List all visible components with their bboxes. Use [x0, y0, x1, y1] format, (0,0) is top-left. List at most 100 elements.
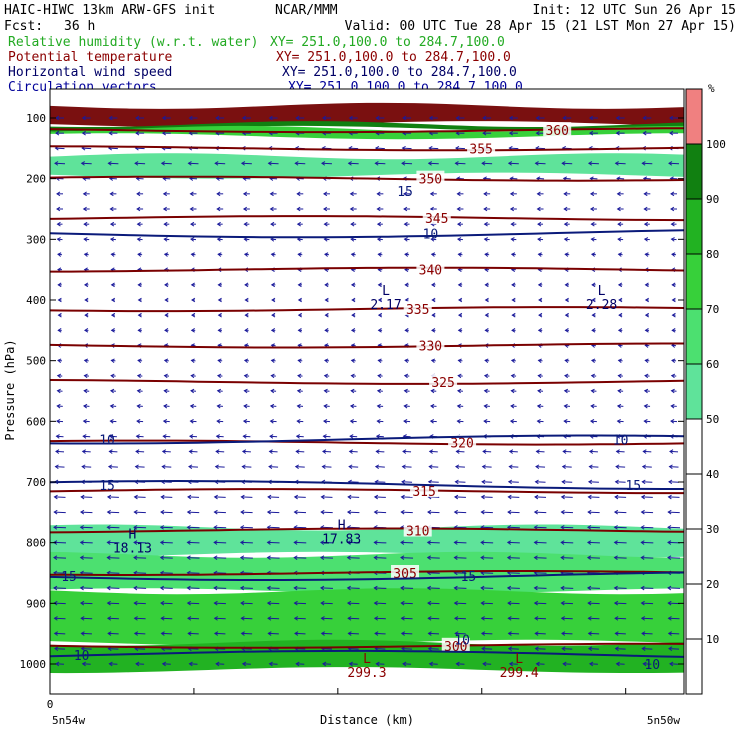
circulation-vector-head	[536, 191, 541, 197]
circulation-vector-head	[82, 419, 88, 424]
circulation-vector	[294, 496, 306, 498]
theta-label: 310	[406, 525, 429, 540]
circulation-vector-head	[106, 616, 112, 621]
circulation-vector-head	[640, 600, 645, 606]
theta-label-bg	[441, 637, 470, 652]
extremum-symbol: L	[515, 652, 523, 667]
circulation-vector-head	[400, 540, 405, 545]
circulation-vector	[588, 481, 599, 483]
circulation-vector	[454, 572, 467, 574]
circulation-vector	[214, 511, 226, 514]
circulation-vector-head	[83, 388, 88, 394]
circulation-vector	[134, 587, 147, 589]
circulation-vector	[347, 541, 360, 544]
circulation-vector-head	[80, 646, 85, 652]
circulation-vector	[188, 648, 199, 650]
circulation-vector-head	[641, 464, 647, 470]
circulation-vector-head	[190, 373, 195, 379]
circulation-vector-head	[159, 525, 165, 530]
circulation-vector-head	[346, 600, 352, 606]
circulation-vector-head	[507, 494, 512, 500]
circulation-vector-head	[427, 631, 432, 636]
circulation-vector-head	[616, 191, 621, 197]
circulation-vector	[82, 450, 91, 453]
circulation-vector-head	[668, 646, 673, 652]
circulation-vector-head	[401, 479, 406, 485]
circulation-vector-head	[162, 191, 168, 197]
circulation-vector	[401, 617, 413, 620]
circulation-vector-head	[110, 328, 115, 333]
circulation-vector	[54, 632, 66, 635]
circulation-vector	[80, 587, 93, 589]
circulation-vector	[267, 557, 280, 559]
circulation-vector	[54, 162, 66, 165]
circulation-vector-head	[189, 206, 194, 212]
circulation-vector	[614, 557, 627, 559]
circulation-vector	[80, 572, 93, 574]
circulation-vector-head	[617, 358, 622, 364]
circulation-vector	[348, 617, 360, 620]
circulation-vector-head	[615, 661, 620, 667]
circulation-vector-head	[269, 191, 274, 197]
circulation-vector-head	[482, 115, 487, 121]
circulation-vector-head	[213, 525, 218, 530]
extremum-symbol: L	[598, 284, 606, 299]
colorbar-tick-label: 100	[706, 138, 726, 151]
circulation-vector-head	[669, 661, 674, 667]
circulation-vector-head	[535, 449, 540, 454]
circulation-vector-head	[81, 449, 87, 454]
circulation-vector	[350, 420, 357, 423]
circulation-vector	[642, 648, 653, 650]
circulation-vector-head	[506, 585, 512, 591]
circulation-vector-head	[350, 328, 356, 333]
circulation-vector-head	[133, 616, 138, 621]
circulation-vector	[667, 526, 681, 529]
circulation-vector	[481, 572, 494, 574]
circulation-vector-head	[400, 555, 405, 560]
circulation-vector	[508, 496, 520, 498]
circulation-vector-head	[297, 373, 302, 379]
field-name: Horizontal wind speed	[8, 65, 172, 80]
circulation-vector-head	[190, 358, 195, 364]
circulation-vector-head	[484, 312, 489, 318]
circulation-vector-head	[458, 312, 463, 318]
circulation-vector-head	[84, 328, 89, 333]
circulation-vector-head	[587, 631, 592, 636]
circulation-vector	[240, 587, 253, 589]
circulation-vector-head	[643, 206, 648, 212]
circulation-vector-head	[320, 494, 325, 500]
x-endpoint-right: 5n50w	[647, 714, 680, 727]
circulation-vector	[614, 511, 627, 514]
wind-label: 10	[644, 658, 660, 673]
circulation-vector	[294, 557, 307, 559]
circulation-vector-head	[323, 388, 328, 394]
circulation-vector-head	[377, 297, 383, 303]
circulation-vector	[135, 162, 146, 165]
circulation-vector-head	[240, 616, 245, 621]
circulation-vector-head	[564, 282, 569, 288]
circulation-vector-head	[511, 328, 516, 333]
circulation-vector-head	[164, 312, 169, 318]
circulation-vector	[561, 511, 573, 514]
circulation-vector	[509, 450, 518, 453]
circulation-vector-head	[429, 419, 435, 424]
circulation-vector	[401, 496, 413, 498]
circulation-vector	[348, 162, 359, 165]
circulation-vector-head	[373, 540, 378, 545]
circulation-vector-head	[137, 252, 142, 257]
circulation-vector	[242, 663, 251, 665]
y-tick-label: 800	[26, 537, 46, 550]
circulation-vector	[667, 587, 681, 589]
circulation-vector-head	[188, 661, 193, 667]
circulation-vector-head	[347, 616, 352, 621]
circulation-vector	[404, 420, 411, 423]
circulation-vector	[428, 481, 439, 483]
circulation-vector-head	[456, 206, 461, 212]
theta-contour	[49, 527, 685, 534]
circulation-vector	[615, 648, 626, 650]
circulation-vector-head	[240, 509, 245, 515]
circulation-vector	[267, 587, 280, 589]
circulation-vector-head	[377, 373, 382, 379]
circulation-vector	[108, 162, 119, 165]
circulation-vector-head	[53, 631, 59, 636]
